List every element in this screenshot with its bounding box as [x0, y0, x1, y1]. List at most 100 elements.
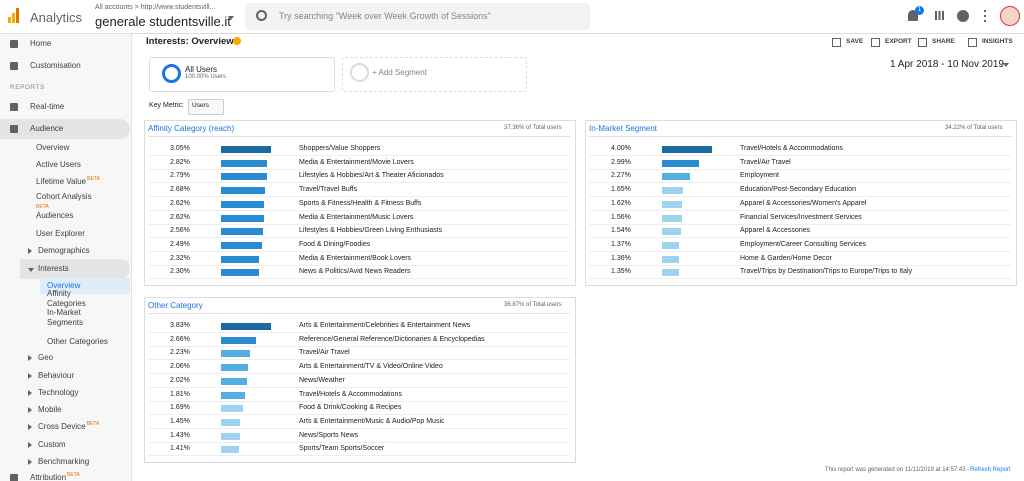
nav-item[interactable]: Affinity Categories	[47, 289, 86, 308]
row-label[interactable]: Travel/Air Travel	[740, 158, 791, 166]
bell-icon[interactable]	[908, 10, 918, 21]
nav-item[interactable]: Technology	[38, 388, 79, 397]
row-label[interactable]: Financial Services/Investment Services	[740, 213, 862, 221]
menu-icon[interactable]	[984, 10, 986, 22]
row-label[interactable]: Media & Entertainment/Book Lovers	[299, 254, 412, 262]
share-icon[interactable]	[918, 38, 927, 47]
nav-item[interactable]: Behaviour	[38, 371, 75, 380]
row-rule	[589, 264, 1011, 266]
panel-total: 37.36% of Total users	[504, 125, 562, 131]
row-value: 1.41%	[170, 445, 190, 453]
nav-item[interactable]: AttributionBETA	[30, 472, 80, 481]
row-label[interactable]: Travel/Travel Buffs	[299, 186, 358, 194]
bar	[221, 405, 244, 413]
nav-item[interactable]: In-Market Segments	[47, 308, 84, 327]
caret[interactable]	[228, 16, 234, 23]
date-range[interactable]: 1 Apr 2018 - 10 Nov 2019	[890, 59, 1004, 70]
insights-button[interactable]: INSIGHTS	[982, 38, 1013, 45]
refresh-link[interactable]: Refresh Report	[970, 467, 1011, 473]
row-label[interactable]: Arts & Entertainment/Music & Audio/Pop M…	[299, 417, 445, 425]
footer-text: This report was generated on 11/11/2019 …	[825, 467, 970, 473]
row-label[interactable]: Travel/Hotels & Accommodations	[740, 145, 843, 152]
key-metric[interactable]: Users	[192, 102, 209, 109]
nav-item[interactable]: Interests	[38, 264, 69, 273]
panel-title[interactable]: In-Market Segment	[589, 124, 658, 133]
row-label[interactable]: News/Sports News	[299, 431, 359, 439]
notification-badge: 1	[915, 6, 924, 15]
row-value: 2.79%	[170, 172, 190, 180]
row-value: 1.35%	[611, 268, 631, 276]
apps-icon[interactable]	[935, 11, 944, 20]
nav-item[interactable]: Audiences	[36, 211, 74, 220]
nav-item[interactable]: Demographics	[38, 246, 90, 255]
nav-item[interactable]: Customisation	[30, 61, 81, 70]
row-label[interactable]: News & Politics/Avid News Readers	[299, 268, 411, 276]
share-button[interactable]: SHARE	[932, 38, 955, 45]
row-label[interactable]: Food & Drink/Cooking & Recipes	[299, 404, 402, 412]
export-button[interactable]: EXPORT	[885, 38, 912, 45]
nav-item[interactable]: Mobile	[38, 405, 62, 414]
nav-item[interactable]: Geo	[38, 353, 54, 362]
nav-item[interactable]: Real-time	[30, 102, 65, 111]
row-label[interactable]: Media & Entertainment/Movie Lovers	[299, 158, 414, 166]
segment-box[interactable]	[149, 57, 335, 92]
search-box[interactable]	[245, 3, 590, 30]
row-label[interactable]: Travel/Hotels & Accommodations	[299, 390, 402, 398]
row-value: 2.27%	[611, 172, 631, 180]
row-label[interactable]: Travel/Air Travel	[299, 349, 350, 357]
nav-item[interactable]: Benchmarking	[38, 457, 90, 466]
row-label[interactable]: Arts & Entertainment/Celebrities & Enter…	[299, 322, 471, 329]
panel	[144, 297, 576, 463]
add-segment-box[interactable]	[342, 57, 527, 92]
panel-title[interactable]: Other Category	[148, 301, 203, 310]
row-label[interactable]: Food & Dining/Foodies	[299, 240, 371, 248]
row-label[interactable]: Travel/Trips by Destination/Trips to Eur…	[740, 268, 913, 276]
bar	[221, 214, 264, 222]
row-label[interactable]: Shoppers/Value Shoppers	[299, 145, 381, 152]
panel-title[interactable]: Affinity Category (reach)	[148, 124, 235, 133]
nav-item[interactable]: Custom	[38, 440, 66, 449]
row-label[interactable]: Employment/Career Consulting Services	[740, 240, 867, 248]
nav-item[interactable]: Home	[30, 39, 52, 48]
nav-item[interactable]: Cross DeviceBETA	[38, 421, 100, 431]
row-label[interactable]: Media & Entertainment/Music Lovers	[299, 213, 414, 221]
add-segment[interactable]: + Add Segment	[372, 68, 427, 77]
breadcrumb[interactable]: All accounts > http://www.studentsvill..…	[95, 4, 216, 11]
property-name[interactable]: generale studentsville.it	[95, 14, 231, 29]
row-rule	[589, 237, 1011, 239]
panel-total: 34.22% of Total users	[945, 125, 1003, 131]
export-icon[interactable]	[871, 38, 880, 47]
row-label[interactable]: Reference/General Reference/Dictionaries…	[299, 335, 485, 343]
save-icon[interactable]	[832, 38, 841, 47]
save-button[interactable]: SAVE	[846, 38, 864, 45]
row-label[interactable]: Employment	[740, 172, 779, 180]
key-metric-select[interactable]	[188, 99, 224, 115]
row-label[interactable]: Apparel & Accessories/Women's Apparel	[740, 199, 867, 207]
nav-item[interactable]: Lifetime ValueBETA	[36, 176, 100, 186]
nav-item[interactable]: Audience	[30, 124, 64, 133]
row-label[interactable]: Education/Post-Secondary Education	[740, 186, 856, 194]
nav-item[interactable]: User Explorer	[36, 229, 85, 238]
row-label[interactable]: Lifestyles & Hobbies/Art & Theater Afici…	[299, 172, 444, 180]
avatar[interactable]	[1000, 6, 1020, 26]
row-rule	[589, 278, 1011, 280]
nav-item[interactable]: Cohort Analysis BETA	[36, 192, 92, 210]
insights-icon[interactable]	[968, 38, 977, 47]
row-rule	[148, 155, 570, 156]
help-icon[interactable]	[957, 10, 969, 22]
row-label[interactable]: Lifestyles & Hobbies/Green Living Enthus…	[299, 227, 443, 235]
nav-item[interactable]: Overview	[36, 143, 70, 152]
row-label[interactable]: Sports/Team Sports/Soccer	[299, 445, 385, 453]
row-rule	[148, 373, 570, 375]
bar	[662, 269, 679, 277]
row-label[interactable]: News/Weather	[299, 376, 345, 384]
row-value: 3.05%	[170, 145, 190, 152]
row-label[interactable]: Home & Garden/Home Decor	[740, 254, 832, 262]
row-label[interactable]: Sports & Fitness/Health & Fitness Buffs	[299, 199, 422, 207]
row-label[interactable]: Arts & Entertainment/TV & Video/Online V…	[299, 363, 443, 371]
row-label[interactable]: Apparel & Accessories	[740, 227, 811, 235]
nav-item[interactable]: Overview	[47, 281, 81, 290]
nav-item[interactable]: Other Categories	[47, 337, 108, 346]
nav-item[interactable]: Active Users	[36, 160, 81, 169]
